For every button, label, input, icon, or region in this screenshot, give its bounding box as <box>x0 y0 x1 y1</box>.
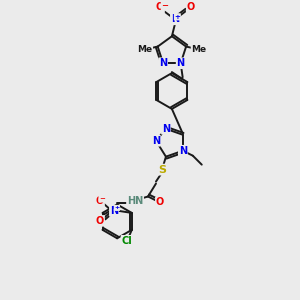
Text: O: O <box>156 2 164 12</box>
Text: O: O <box>187 2 195 12</box>
Text: N: N <box>162 124 170 134</box>
Text: Me: Me <box>191 45 207 54</box>
Text: N: N <box>179 146 187 156</box>
Text: Me: Me <box>137 45 152 54</box>
Text: N: N <box>152 136 160 146</box>
Text: N: N <box>177 58 185 68</box>
Text: O: O <box>156 197 164 208</box>
Text: −: − <box>99 196 105 202</box>
Text: +: + <box>114 206 119 210</box>
Text: S: S <box>158 165 166 175</box>
Text: HN: HN <box>127 196 143 206</box>
Text: N: N <box>159 58 167 68</box>
Text: −: − <box>161 1 168 10</box>
Text: Cl: Cl <box>122 236 132 246</box>
Text: N: N <box>110 206 118 216</box>
Text: N: N <box>171 14 179 24</box>
Text: +: + <box>174 14 180 20</box>
Text: O: O <box>96 216 104 226</box>
Text: O: O <box>96 196 104 206</box>
